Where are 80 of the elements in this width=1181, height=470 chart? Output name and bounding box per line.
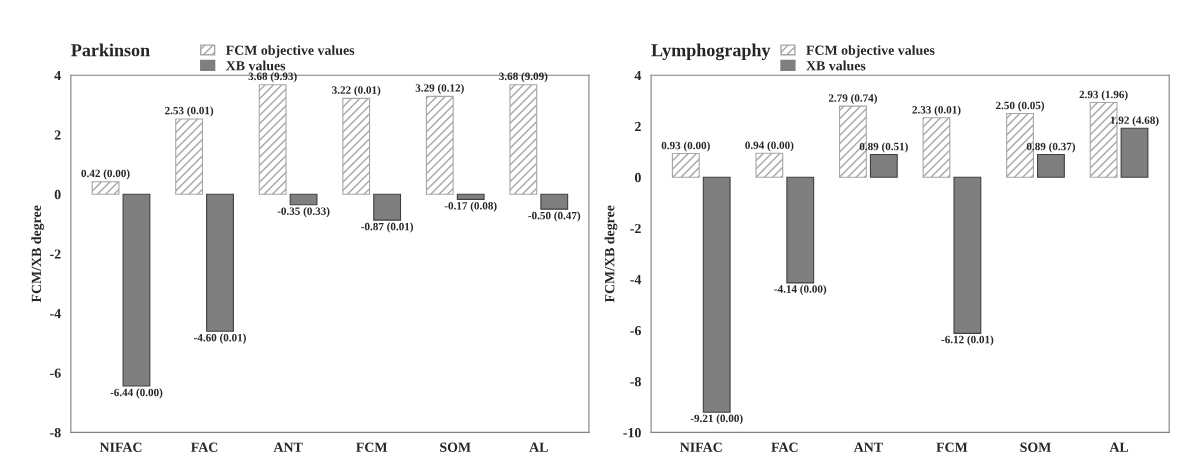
bar: [122, 193, 151, 387]
legend-label: FCM objective values: [806, 45, 935, 58]
data-label: 2.93 (1.96): [1079, 90, 1128, 101]
bar: [289, 193, 318, 206]
x-tick-label: ANT: [273, 442, 303, 452]
x-tick-label: AL: [1109, 442, 1129, 452]
y-tick-label: -6: [50, 368, 61, 378]
x-tick-label: ANT: [853, 442, 883, 452]
x-tick-label: SOM: [1020, 442, 1051, 452]
bar: [91, 181, 120, 195]
y-tick-label: -8: [630, 376, 641, 387]
data-label: 2.79 (0.74): [828, 93, 877, 105]
bar: [540, 193, 569, 210]
y-axis-title: FCM/XB degree: [31, 205, 45, 303]
bar: [786, 176, 815, 284]
data-label: -4.60 (0.01): [194, 333, 246, 344]
data-label: 0.89 (0.51): [859, 142, 908, 153]
data-label: 2.50 (0.05): [995, 101, 1045, 112]
y-tick-label: -8: [50, 427, 61, 438]
data-label: 1.92 (4.68): [1110, 116, 1159, 127]
data-label: 3.68 (9.09): [499, 72, 548, 83]
y-tick-label: -6: [630, 325, 641, 336]
y-tick-label: 0: [634, 172, 641, 183]
data-label: 0.42 (0.00): [81, 169, 130, 180]
chart-title: Parkinson: [71, 43, 150, 57]
data-label: 0.93 (0.00): [661, 141, 710, 152]
y-tick-label: -2: [50, 249, 61, 259]
bar: [175, 118, 204, 195]
data-label: 3.68 (9.93): [248, 72, 297, 83]
legend-label: XB values: [806, 60, 866, 71]
data-label: 0.89 (0.37): [1026, 142, 1075, 153]
bar: [456, 193, 485, 200]
data-label: -6.12 (0.01): [941, 335, 994, 346]
y-tick-label: -4: [50, 309, 61, 319]
bar: [373, 193, 402, 221]
bar: [702, 176, 731, 413]
bar: [258, 84, 287, 195]
bar: [953, 176, 982, 334]
data-label: 2.53 (0.01): [165, 106, 214, 117]
data-label: -0.87 (0.01): [361, 222, 414, 233]
x-tick-label: NIFAC: [99, 442, 142, 452]
data-label: 3.29 (0.12): [415, 83, 464, 94]
legend-label: FCM objective values: [225, 45, 355, 58]
data-label: -0.35 (0.33): [277, 207, 330, 218]
y-tick-label: 4: [634, 70, 642, 81]
bar: [1120, 127, 1149, 178]
y-tick-label: 2: [635, 121, 641, 132]
bar: [509, 84, 538, 195]
y-tick-label: 4: [54, 70, 61, 81]
bar: [1037, 153, 1065, 178]
x-tick-label: NIFAC: [680, 442, 722, 452]
y-tick-label: 2: [54, 130, 61, 140]
data-label: -4.14 (0.00): [774, 284, 827, 295]
bar: [425, 95, 454, 195]
data-label: -9.21 (0.00): [690, 414, 743, 425]
x-tick-label: AL: [529, 442, 548, 452]
data-label: 3.22 (0.01): [332, 85, 381, 97]
data-label: -0.17 (0.08): [444, 201, 497, 212]
chart-title: Lymphography: [651, 43, 771, 61]
x-tick-label: FCM: [936, 442, 968, 452]
x-tick-label: FAC: [191, 442, 218, 452]
y-tick-label: 0: [54, 189, 61, 200]
bar: [206, 193, 234, 332]
x-tick-label: FAC: [771, 442, 798, 452]
y-tick-label: -2: [630, 223, 641, 234]
y-axis-title: FCM/XB degree: [604, 205, 618, 303]
bar: [342, 97, 371, 195]
bar: [755, 152, 784, 178]
y-tick-label: -4: [630, 274, 642, 285]
y-tick-label: -10: [623, 427, 641, 438]
data-label: 0.94 (0.00): [745, 141, 794, 152]
data-label: -6.44 (0.00): [110, 388, 163, 399]
bar: [869, 153, 898, 178]
data-label: 2.33 (0.01): [912, 105, 961, 116]
x-tick-label: SOM: [440, 442, 471, 452]
bar: [671, 152, 700, 178]
data-label: -0.50 (0.47): [528, 211, 581, 222]
bar: [922, 117, 951, 178]
x-tick-label: FCM: [356, 442, 388, 452]
legend-label: XB values: [226, 60, 286, 71]
